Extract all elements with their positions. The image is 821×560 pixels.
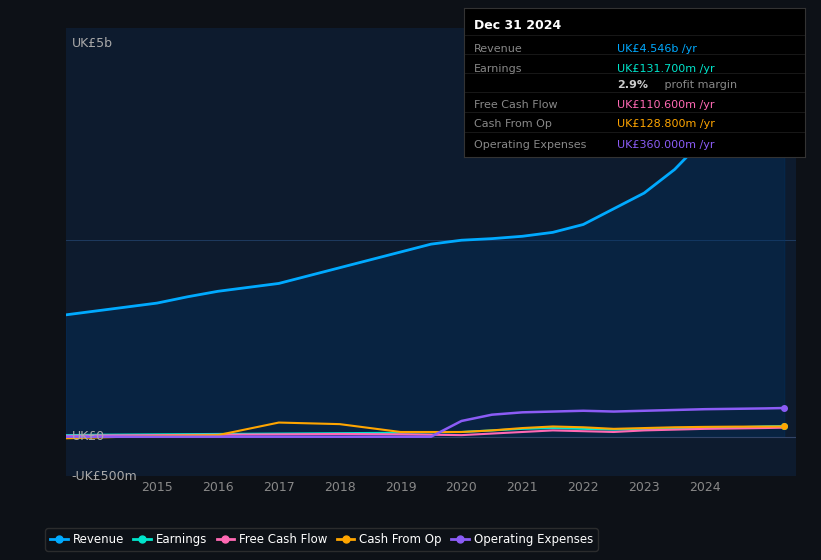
Text: UK£0: UK£0 bbox=[71, 430, 105, 443]
Text: Dec 31 2024: Dec 31 2024 bbox=[474, 19, 562, 32]
Text: UK£360.000m /yr: UK£360.000m /yr bbox=[617, 140, 715, 150]
Text: 2.9%: 2.9% bbox=[617, 81, 649, 90]
Text: -UK£500m: -UK£500m bbox=[71, 469, 138, 483]
Text: UK£4.546b /yr: UK£4.546b /yr bbox=[617, 44, 697, 54]
Text: Operating Expenses: Operating Expenses bbox=[474, 140, 586, 150]
Legend: Revenue, Earnings, Free Cash Flow, Cash From Op, Operating Expenses: Revenue, Earnings, Free Cash Flow, Cash … bbox=[45, 528, 598, 550]
Text: Revenue: Revenue bbox=[474, 44, 523, 54]
Text: UK£110.600m /yr: UK£110.600m /yr bbox=[617, 100, 715, 110]
Text: profit margin: profit margin bbox=[662, 81, 737, 90]
Text: Earnings: Earnings bbox=[474, 64, 523, 74]
Text: UK£128.800m /yr: UK£128.800m /yr bbox=[617, 119, 715, 129]
Text: UK£131.700m /yr: UK£131.700m /yr bbox=[617, 64, 715, 74]
Text: Cash From Op: Cash From Op bbox=[474, 119, 552, 129]
Text: UK£5b: UK£5b bbox=[71, 37, 112, 50]
Text: Free Cash Flow: Free Cash Flow bbox=[474, 100, 557, 110]
